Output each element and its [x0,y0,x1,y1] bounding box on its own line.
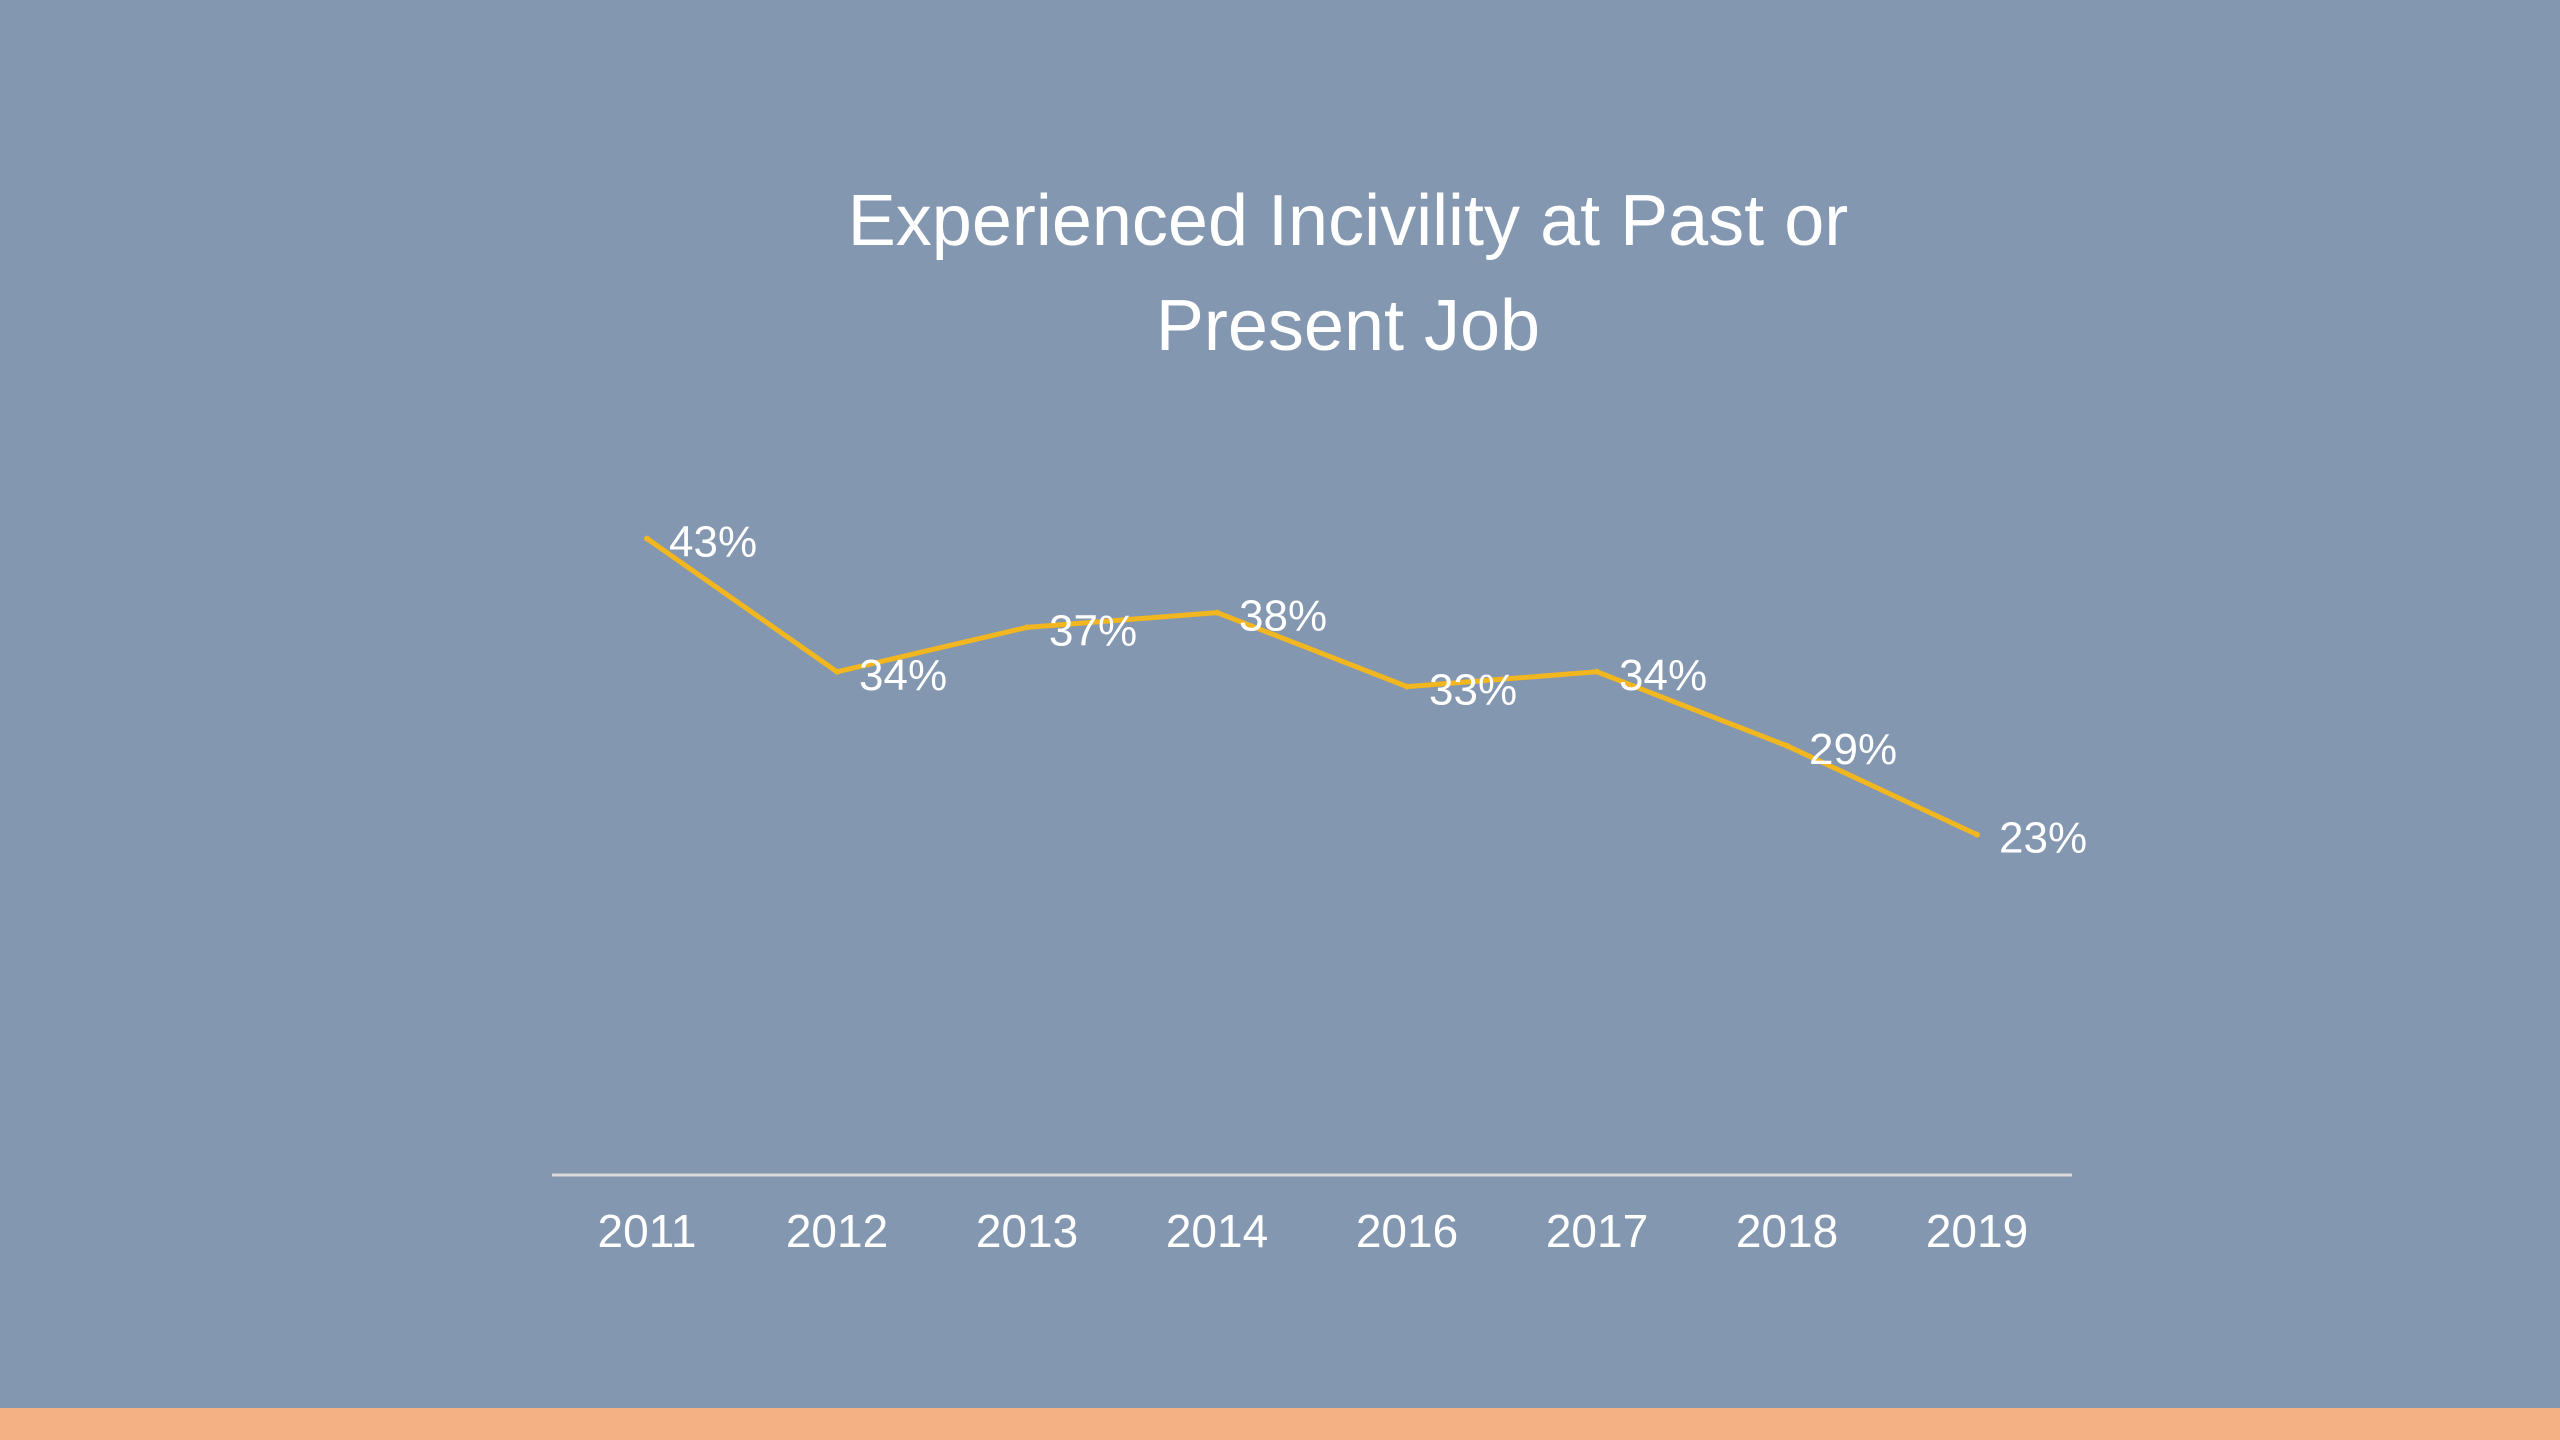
x-tick-label-2014: 2014 [1166,1205,1268,1257]
data-point-2014 [1214,609,1220,616]
footer-accent-bar [0,1408,2560,1440]
series-line-segment-2018-2019 [1784,743,1980,838]
x-tick-label-2012: 2012 [786,1205,888,1257]
series-line-segment-2016-2017 [1404,669,1600,690]
data-label-2014: 38% [1239,592,1327,641]
x-tick-label-2016: 2016 [1356,1205,1458,1257]
data-point-2013 [1024,624,1030,631]
data-point-2016 [1404,683,1410,690]
x-tick-label-2019: 2019 [1926,1205,2028,1257]
data-point-2012 [834,668,840,675]
data-point-2019 [1974,831,1980,838]
series-line-segment-2013-2014 [1024,610,1220,630]
series-line-segment-2011-2012 [644,536,840,675]
x-axis-tick-labels: 2011 2012 2013 2014 2016 2017 2018 2019 [598,1205,2029,1257]
data-label-2017: 34% [1619,651,1707,700]
x-tick-label-2017: 2017 [1546,1205,1648,1257]
data-label-2011: 43% [669,518,757,567]
data-label-2012: 34% [859,651,947,700]
chart-title-line-1: Experienced Incivility at Past or [848,181,1848,261]
data-label-2019: 23% [1999,814,2087,863]
data-labels: 43% 34% 37% 38% 33% 34% 29% 23% [669,518,2087,863]
data-label-2018: 29% [1809,725,1897,774]
x-tick-label-2018: 2018 [1736,1205,1838,1257]
x-tick-label-2013: 2013 [976,1205,1078,1257]
series-line-segment-2014-2016 [1214,610,1410,690]
chart-title: Experienced Incivility at Past or Presen… [848,181,1848,366]
data-label-2016: 33% [1429,666,1517,715]
x-tick-label-2011: 2011 [598,1205,697,1257]
chart-title-line-2: Present Job [1156,286,1540,366]
series-layer [644,535,1980,838]
data-point-2011 [644,535,650,542]
series-line-segment-2017-2018 [1594,669,1790,749]
series-line-segment-2012-2013 [834,624,1030,675]
data-point-2018 [1784,742,1790,749]
data-point-2017 [1594,668,1600,675]
data-label-2013: 37% [1049,606,1137,655]
